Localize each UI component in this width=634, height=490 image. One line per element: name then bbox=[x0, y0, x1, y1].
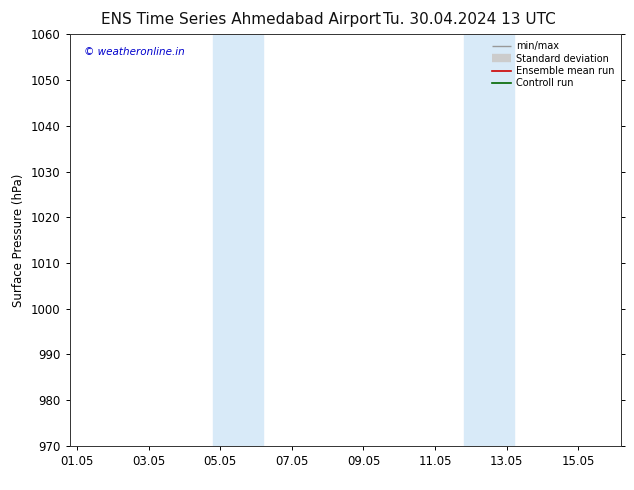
Legend: min/max, Standard deviation, Ensemble mean run, Controll run: min/max, Standard deviation, Ensemble me… bbox=[489, 39, 616, 90]
Text: Tu. 30.04.2024 13 UTC: Tu. 30.04.2024 13 UTC bbox=[383, 12, 555, 27]
Bar bbox=[213, 34, 263, 446]
Text: © weatheronline.in: © weatheronline.in bbox=[84, 47, 184, 57]
Y-axis label: Surface Pressure (hPa): Surface Pressure (hPa) bbox=[13, 173, 25, 307]
Bar bbox=[463, 34, 514, 446]
Text: ENS Time Series Ahmedabad Airport: ENS Time Series Ahmedabad Airport bbox=[101, 12, 381, 27]
